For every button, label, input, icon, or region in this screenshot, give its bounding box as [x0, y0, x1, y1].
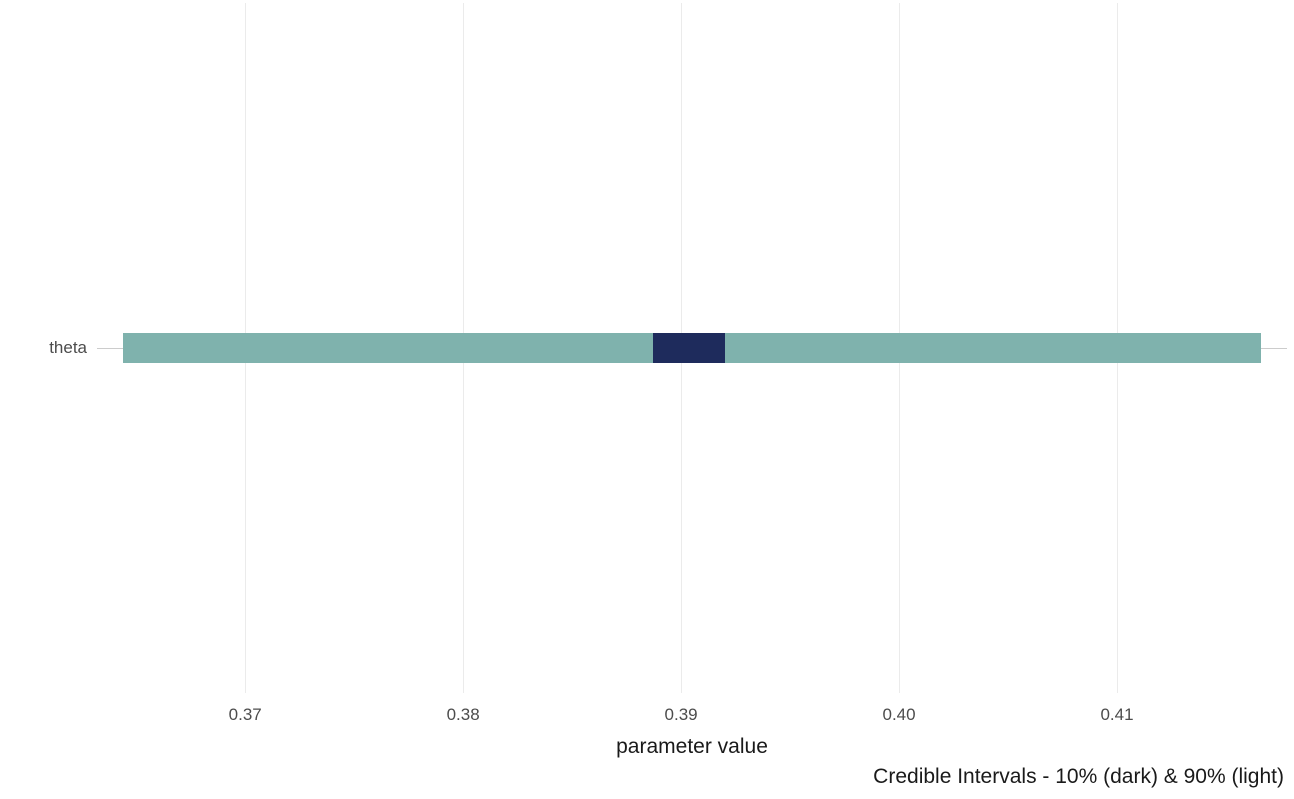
x-tick-4: 0.41: [1100, 705, 1133, 725]
ci-10-bar: [653, 333, 725, 363]
x-tick-0: 0.37: [229, 705, 262, 725]
x-tick-3: 0.40: [883, 705, 916, 725]
x-tick-2: 0.39: [665, 705, 698, 725]
x-axis-title: parameter value: [616, 735, 768, 759]
chart-caption: Credible Intervals - 10% (dark) & 90% (l…: [873, 765, 1284, 789]
x-tick-1: 0.38: [447, 705, 480, 725]
y-axis-label-theta: theta: [0, 338, 87, 358]
credible-interval-chart: theta 0.37 0.38 0.39 0.40 0.41 parameter…: [0, 0, 1294, 799]
plot-area: [97, 3, 1287, 693]
